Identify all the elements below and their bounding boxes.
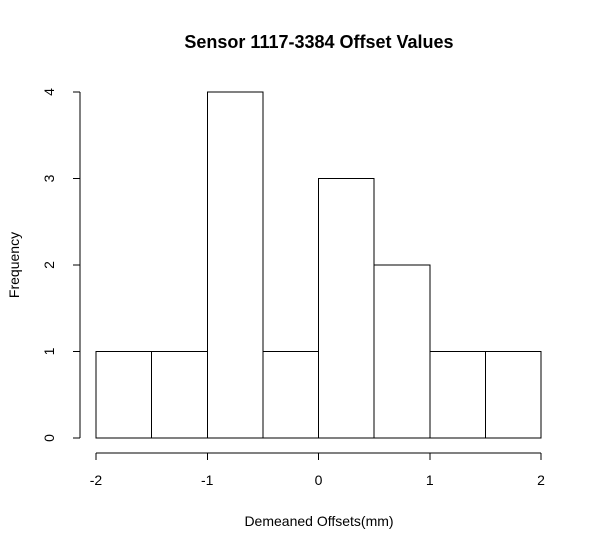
y-tick-label: 0: [41, 434, 57, 442]
x-tick-label: 1: [426, 472, 434, 488]
histogram-bar-6: [429, 351, 486, 439]
histogram-bar-2: [206, 91, 264, 439]
histogram-bar-1: [151, 351, 208, 439]
x-tick-label: -1: [201, 472, 214, 488]
x-tick-label: 2: [537, 472, 545, 488]
y-tick-label: 3: [41, 174, 57, 182]
x-axis: -2 -1 0 1 2: [90, 452, 545, 488]
histogram-bar-0: [95, 351, 153, 439]
x-tick-label: -2: [90, 472, 103, 488]
x-tick-label: 0: [315, 472, 323, 488]
histogram-bar-7: [484, 351, 542, 439]
y-axis-label: Frequency: [6, 232, 22, 298]
y-tick-label: 2: [41, 261, 57, 269]
histogram-bar-5: [373, 264, 431, 439]
y-tick-label: 1: [41, 347, 57, 355]
chart-title: Sensor 1117-3384 Offset Values: [184, 32, 453, 52]
y-tick-label: 4: [41, 88, 57, 96]
histogram-bar-3: [262, 351, 319, 439]
bars-group: [95, 91, 542, 439]
y-axis: 0 1 2 3 4: [41, 88, 81, 442]
x-axis-label: Demeaned Offsets(mm): [244, 513, 393, 529]
histogram-bar-4: [318, 178, 375, 439]
